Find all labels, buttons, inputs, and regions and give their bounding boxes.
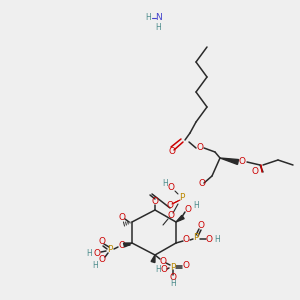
Text: H: H [155, 265, 161, 274]
Text: O: O [167, 182, 175, 191]
Text: O: O [251, 167, 259, 176]
Text: O: O [196, 143, 203, 152]
Text: O: O [118, 212, 125, 221]
Text: O: O [206, 235, 212, 244]
Text: O: O [98, 256, 106, 265]
Text: H: H [145, 14, 151, 22]
Text: H: H [86, 248, 92, 257]
Text: H: H [155, 22, 161, 32]
Text: O: O [152, 197, 158, 206]
Text: O: O [182, 260, 190, 269]
Text: H: H [170, 280, 176, 289]
Text: H: H [162, 178, 168, 188]
Polygon shape [124, 243, 132, 247]
Text: P: P [193, 233, 199, 242]
Text: P: P [107, 245, 113, 254]
Polygon shape [220, 158, 239, 164]
Text: O: O [167, 200, 173, 209]
Text: O: O [182, 236, 190, 244]
Text: O: O [169, 148, 176, 157]
Text: O: O [167, 211, 175, 220]
Text: O: O [197, 221, 205, 230]
Text: O: O [118, 242, 125, 250]
Text: N: N [154, 14, 161, 22]
Text: H: H [92, 260, 98, 269]
Text: O: O [169, 274, 176, 283]
Text: P: P [179, 194, 185, 202]
Text: O: O [160, 256, 167, 266]
Text: O: O [238, 158, 245, 166]
Text: O: O [98, 238, 106, 247]
Text: P: P [170, 262, 176, 272]
Text: H: H [214, 235, 220, 244]
Text: O: O [184, 206, 191, 214]
Polygon shape [151, 255, 155, 262]
Polygon shape [176, 215, 184, 222]
Text: O: O [160, 265, 167, 274]
Text: H: H [193, 202, 199, 211]
Text: O: O [199, 179, 206, 188]
Text: O: O [94, 248, 100, 257]
